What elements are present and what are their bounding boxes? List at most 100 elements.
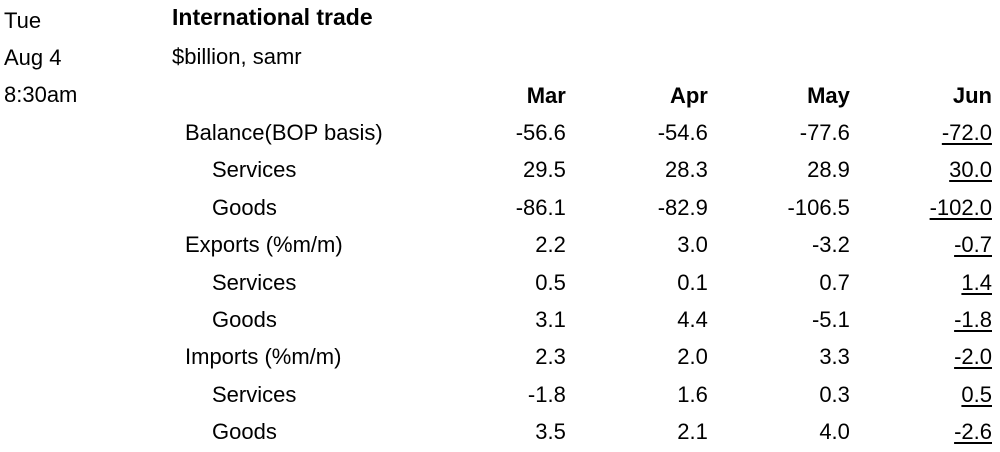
actual-value: 3.1 [535,307,566,333]
table-cell: 28.9 [708,152,850,189]
table-cell: 28.3 [566,152,708,189]
actual-value: -3.2 [811,232,850,258]
row-sublabel: Goods [212,419,277,445]
actual-value: 0.5 [535,269,566,295]
table-cell: 2.1 [566,414,708,451]
table-cell: -86.1 [424,189,566,226]
table-cell: 0.1 [566,264,708,301]
table-cell: -5.1 [708,301,850,338]
table-body: Balance(BOP basis) -56.6 -54.6 -77.6 -72.0 Se… [172,114,992,451]
actual-value: 28.3 [665,157,708,183]
forecast-value: 30.0 [949,157,992,183]
column-header: Mar [526,82,566,108]
table-cell: 30.0 [850,152,992,189]
actual-value: 2.0 [677,344,708,370]
table-row: Exports (%m/m) 2.2 3.0 -3.2 -0.7 [172,227,992,264]
actual-value: -77.6 [799,120,850,146]
actual-value: -56.6 [515,120,566,146]
table-cell: 0.5 [424,264,566,301]
actual-value: -86.1 [515,194,566,220]
table-row: Services 0.5 0.1 0.7 1.4 [172,264,992,301]
table-row: Goods 3.1 4.4 -5.1 -1.8 [172,301,992,338]
actual-value: -82.9 [657,194,708,220]
release-date: Aug 4 [4,45,62,70]
actual-value: -106.5 [787,194,850,220]
column-header: Jun [952,82,992,108]
release-day: Tue [4,8,42,33]
release-time: 8:30am [4,82,78,107]
table-cell: 3.1 [424,301,566,338]
table-cell: -77.6 [708,114,850,151]
forecast-value: -2.6 [954,419,992,445]
table-cell: -102.0 [850,189,992,226]
table-cell: -82.9 [566,189,708,226]
table-row: Services -1.8 1.6 0.3 0.5 [172,376,992,413]
table-row: Goods 3.5 2.1 4.0 -2.6 [172,414,992,451]
table-cell: 2.2 [424,227,566,264]
table-cell: 0.3 [708,376,850,413]
actual-value: 2.1 [677,419,708,445]
actual-value: 0.3 [819,381,850,407]
actual-value: -54.6 [657,120,708,146]
table-row: Goods -86.1 -82.9 -106.5 -102.0 [172,189,992,226]
header-label-spacer [172,77,424,114]
table-row: Services 29.5 28.3 28.9 30.0 [172,152,992,189]
actual-value: 3.0 [677,232,708,258]
actual-value: 4.0 [819,419,850,445]
actual-value: 0.7 [819,269,850,295]
table-cell: 0.5 [850,376,992,413]
forecast-value: -1.8 [954,307,992,333]
table-row: Imports (%m/m) 2.3 2.0 3.3 -2.0 [172,339,992,376]
table-cell: -2.0 [850,339,992,376]
forecast-value: 0.5 [961,381,992,407]
actual-value: 29.5 [523,157,566,183]
table-cell: -106.5 [708,189,850,226]
forecast-value: -72.0 [941,120,992,146]
forecast-value: -2.0 [954,344,992,370]
trade-table: Mar Apr May Jun Balance(BOP basis) -56.6 -… [172,77,992,451]
table-cell: -0.7 [850,227,992,264]
table-cell: -2.6 [850,414,992,451]
row-sublabel: Services [212,157,297,183]
table-cell: 0.7 [708,264,850,301]
actual-value: 3.3 [819,344,850,370]
table-cell: 1.6 [566,376,708,413]
table-cell: -3.2 [708,227,850,264]
indicator-units: $billion, samr [172,44,302,69]
row-label: Balance(BOP basis) [185,120,383,146]
column-header: May [807,82,850,108]
table-cell: -54.6 [566,114,708,151]
table-row: Balance(BOP basis) -56.6 -54.6 -77.6 -72.0 [172,114,992,151]
actual-value: -1.8 [527,381,566,407]
table-cell: 4.0 [708,414,850,451]
table-cell: 3.3 [708,339,850,376]
column-header: Apr [669,82,708,108]
table-cell: 2.0 [566,339,708,376]
table-cell: -1.8 [850,301,992,338]
actual-value: 4.4 [677,307,708,333]
header-row: Mar Apr May Jun [172,77,992,114]
table-cell: -56.6 [424,114,566,151]
release-datetime: Tue Aug 4 8:30am [4,2,144,113]
actual-value: 3.5 [535,419,566,445]
indicator-title: International trade [172,4,373,30]
actual-value: 0.1 [677,269,708,295]
row-sublabel: Services [212,269,297,295]
table-cell: -72.0 [850,114,992,151]
table-cell: -1.8 [424,376,566,413]
table-cell: 2.3 [424,339,566,376]
table-cell: 29.5 [424,152,566,189]
actual-value: 2.3 [535,344,566,370]
table-cell: 3.0 [566,227,708,264]
row-label: Imports (%m/m) [185,344,342,370]
forecast-value: -0.7 [954,232,992,258]
row-label: Exports (%m/m) [185,232,343,258]
table-cell: 1.4 [850,264,992,301]
row-sublabel: Goods [212,307,277,333]
forecast-value: 1.4 [961,269,992,295]
row-sublabel: Services [212,381,297,407]
row-sublabel: Goods [212,194,277,220]
forecast-value: -102.0 [929,194,992,220]
actual-value: -5.1 [811,307,850,333]
actual-value: 2.2 [535,232,566,258]
